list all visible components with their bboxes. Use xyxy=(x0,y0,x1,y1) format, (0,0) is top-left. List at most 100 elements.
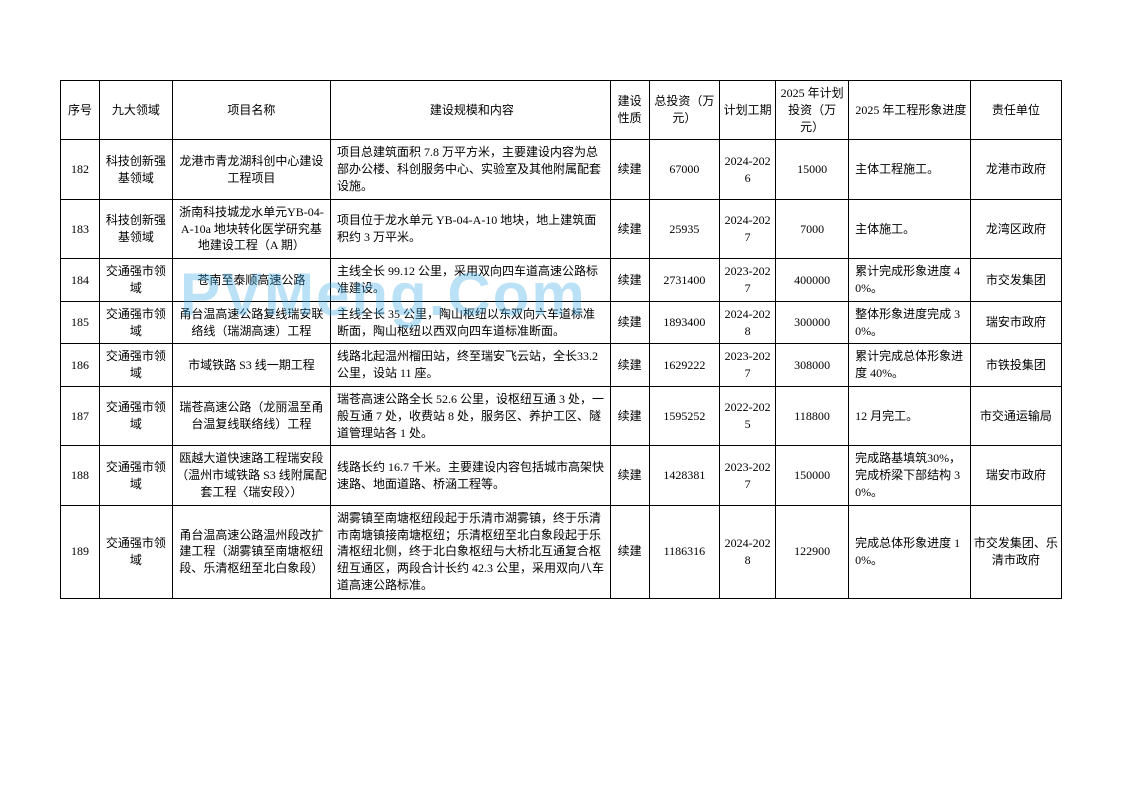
cell-col-nature: 续建 xyxy=(610,386,649,445)
table-row: 183科技创新强基领域浙南科技城龙水单元YB-04-A-10a 地块转化医学研究… xyxy=(61,199,1062,258)
cell-col-period: 2023-2027 xyxy=(720,446,776,505)
table-row: 189交通强市领域甬台温高速公路温州段改扩建工程（湖雾镇至南塘枢纽段、乐清枢纽至… xyxy=(61,505,1062,598)
cell-col-unit: 市交发集团、乐清市政府 xyxy=(970,505,1061,598)
cell-col-content: 湖雾镇至南塘枢纽段起于乐清市湖雾镇，终于乐清市南塘镇接南塘枢纽；乐清枢纽至北白象… xyxy=(330,505,610,598)
col-unit: 责任单位 xyxy=(970,81,1061,140)
cell-col-invest: 25935 xyxy=(649,199,720,258)
cell-col-name: 甬台温高速公路温州段改扩建工程（湖雾镇至南塘枢纽段、乐清枢纽至北白象段） xyxy=(172,505,330,598)
cell-col-invest: 1428381 xyxy=(649,446,720,505)
cell-col-seq: 183 xyxy=(61,199,100,258)
table-row: 187交通强市领域瑞苍高速公路（龙丽温至甬台温复线联络线）工程瑞苍高速公路全长 … xyxy=(61,386,1062,445)
cell-col-domain: 科技创新强基领域 xyxy=(99,199,172,258)
cell-col-progress: 主体施工。 xyxy=(849,199,971,258)
cell-col-unit: 瑞安市政府 xyxy=(970,446,1061,505)
cell-col-plan: 122900 xyxy=(776,505,849,598)
col-domain: 九大领域 xyxy=(99,81,172,140)
cell-col-domain: 交通强市领域 xyxy=(99,259,172,302)
col-progress: 2025 年工程形象进度 xyxy=(849,81,971,140)
col-content: 建设规模和内容 xyxy=(330,81,610,140)
cell-col-invest: 1595252 xyxy=(649,386,720,445)
col-nature: 建设性质 xyxy=(610,81,649,140)
cell-col-invest: 1893400 xyxy=(649,301,720,344)
table-row: 185交通强市领域甬台温高速公路复线瑞安联络线（瑞湖高速）工程主线全长 35 公… xyxy=(61,301,1062,344)
cell-col-seq: 187 xyxy=(61,386,100,445)
cell-col-domain: 交通强市领域 xyxy=(99,301,172,344)
cell-col-invest: 2731400 xyxy=(649,259,720,302)
cell-col-name: 龙港市青龙湖科创中心建设工程项目 xyxy=(172,140,330,199)
cell-col-domain: 科技创新强基领域 xyxy=(99,140,172,199)
cell-col-content: 线路长约 16.7 千米。主要建设内容包括城市高架快速路、地面道路、桥涵工程等。 xyxy=(330,446,610,505)
project-table: 序号 九大领域 项目名称 建设规模和内容 建设性质 总投资（万元） 计划工期 2… xyxy=(60,80,1062,599)
cell-col-period: 2024-2027 xyxy=(720,199,776,258)
table-row: 186交通强市领域市域铁路 S3 线一期工程线路北起温州榴田站，终至瑞安飞云站，… xyxy=(61,344,1062,387)
cell-col-progress: 整体形象进度完成 30%。 xyxy=(849,301,971,344)
cell-col-plan: 118800 xyxy=(776,386,849,445)
cell-col-nature: 续建 xyxy=(610,199,649,258)
table-row: 188交通强市领域瓯越大道快速路工程瑞安段（温州市域铁路 S3 线附属配套工程〈… xyxy=(61,446,1062,505)
cell-col-progress: 完成路基填筑30%，完成桥梁下部结构 30%。 xyxy=(849,446,971,505)
cell-col-seq: 185 xyxy=(61,301,100,344)
col-seq: 序号 xyxy=(61,81,100,140)
cell-col-name: 苍南至泰顺高速公路 xyxy=(172,259,330,302)
cell-col-period: 2023-2027 xyxy=(720,344,776,387)
cell-col-invest: 67000 xyxy=(649,140,720,199)
col-name: 项目名称 xyxy=(172,81,330,140)
cell-col-period: 2024-2026 xyxy=(720,140,776,199)
cell-col-period: 2023-2027 xyxy=(720,259,776,302)
cell-col-unit: 市交通运输局 xyxy=(970,386,1061,445)
cell-col-seq: 189 xyxy=(61,505,100,598)
cell-col-name: 瑞苍高速公路（龙丽温至甬台温复线联络线）工程 xyxy=(172,386,330,445)
cell-col-nature: 续建 xyxy=(610,301,649,344)
cell-col-content: 项目位于龙水单元 YB-04-A-10 地块，地上建筑面积约 3 万平米。 xyxy=(330,199,610,258)
col-invest: 总投资（万元） xyxy=(649,81,720,140)
cell-col-unit: 龙港市政府 xyxy=(970,140,1061,199)
cell-col-nature: 续建 xyxy=(610,140,649,199)
cell-col-content: 主线全长 35 公里，陶山枢纽以东双向六车道标准断面，陶山枢纽以西双向四车道标准… xyxy=(330,301,610,344)
cell-col-progress: 完成总体形象进度 10%。 xyxy=(849,505,971,598)
cell-col-seq: 188 xyxy=(61,446,100,505)
table-row: 182科技创新强基领域龙港市青龙湖科创中心建设工程项目项目总建筑面积 7.8 万… xyxy=(61,140,1062,199)
cell-col-unit: 龙湾区政府 xyxy=(970,199,1061,258)
cell-col-nature: 续建 xyxy=(610,505,649,598)
cell-col-unit: 市交发集团 xyxy=(970,259,1061,302)
cell-col-content: 项目总建筑面积 7.8 万平方米，主要建设内容为总部办公楼、科创服务中心、实验室… xyxy=(330,140,610,199)
cell-col-plan: 7000 xyxy=(776,199,849,258)
cell-col-domain: 交通强市领域 xyxy=(99,386,172,445)
cell-col-seq: 184 xyxy=(61,259,100,302)
cell-col-period: 2022-2025 xyxy=(720,386,776,445)
cell-col-nature: 续建 xyxy=(610,446,649,505)
cell-col-unit: 瑞安市政府 xyxy=(970,301,1061,344)
cell-col-progress: 主体工程施工。 xyxy=(849,140,971,199)
cell-col-plan: 400000 xyxy=(776,259,849,302)
cell-col-name: 瓯越大道快速路工程瑞安段（温州市域铁路 S3 线附属配套工程〈瑞安段〉） xyxy=(172,446,330,505)
cell-col-nature: 续建 xyxy=(610,259,649,302)
cell-col-seq: 186 xyxy=(61,344,100,387)
cell-col-invest: 1629222 xyxy=(649,344,720,387)
col-period: 计划工期 xyxy=(720,81,776,140)
cell-col-plan: 15000 xyxy=(776,140,849,199)
cell-col-unit: 市铁投集团 xyxy=(970,344,1061,387)
cell-col-name: 浙南科技城龙水单元YB-04-A-10a 地块转化医学研究基地建设工程（A 期） xyxy=(172,199,330,258)
cell-col-content: 瑞苍高速公路全长 52.6 公里，设枢纽互通 3 处，一般互通 7 处，收费站 … xyxy=(330,386,610,445)
col-plan: 2025 年计划投资（万元） xyxy=(776,81,849,140)
cell-col-domain: 交通强市领域 xyxy=(99,505,172,598)
cell-col-name: 市域铁路 S3 线一期工程 xyxy=(172,344,330,387)
cell-col-progress: 12 月完工。 xyxy=(849,386,971,445)
cell-col-progress: 累计完成总体形象进度 40%。 xyxy=(849,344,971,387)
cell-col-plan: 300000 xyxy=(776,301,849,344)
cell-col-content: 线路北起温州榴田站，终至瑞安飞云站，全长33.2 公里，设站 11 座。 xyxy=(330,344,610,387)
cell-col-domain: 交通强市领域 xyxy=(99,344,172,387)
cell-col-seq: 182 xyxy=(61,140,100,199)
table-row: 184交通强市领域苍南至泰顺高速公路主线全长 99.12 公里，采用双向四车道高… xyxy=(61,259,1062,302)
cell-col-plan: 308000 xyxy=(776,344,849,387)
cell-col-period: 2024-2028 xyxy=(720,505,776,598)
cell-col-content: 主线全长 99.12 公里，采用双向四车道高速公路标准建设。 xyxy=(330,259,610,302)
cell-col-period: 2024-2028 xyxy=(720,301,776,344)
cell-col-nature: 续建 xyxy=(610,344,649,387)
cell-col-domain: 交通强市领域 xyxy=(99,446,172,505)
cell-col-invest: 1186316 xyxy=(649,505,720,598)
header-row: 序号 九大领域 项目名称 建设规模和内容 建设性质 总投资（万元） 计划工期 2… xyxy=(61,81,1062,140)
cell-col-name: 甬台温高速公路复线瑞安联络线（瑞湖高速）工程 xyxy=(172,301,330,344)
cell-col-plan: 150000 xyxy=(776,446,849,505)
cell-col-progress: 累计完成形象进度 40%。 xyxy=(849,259,971,302)
